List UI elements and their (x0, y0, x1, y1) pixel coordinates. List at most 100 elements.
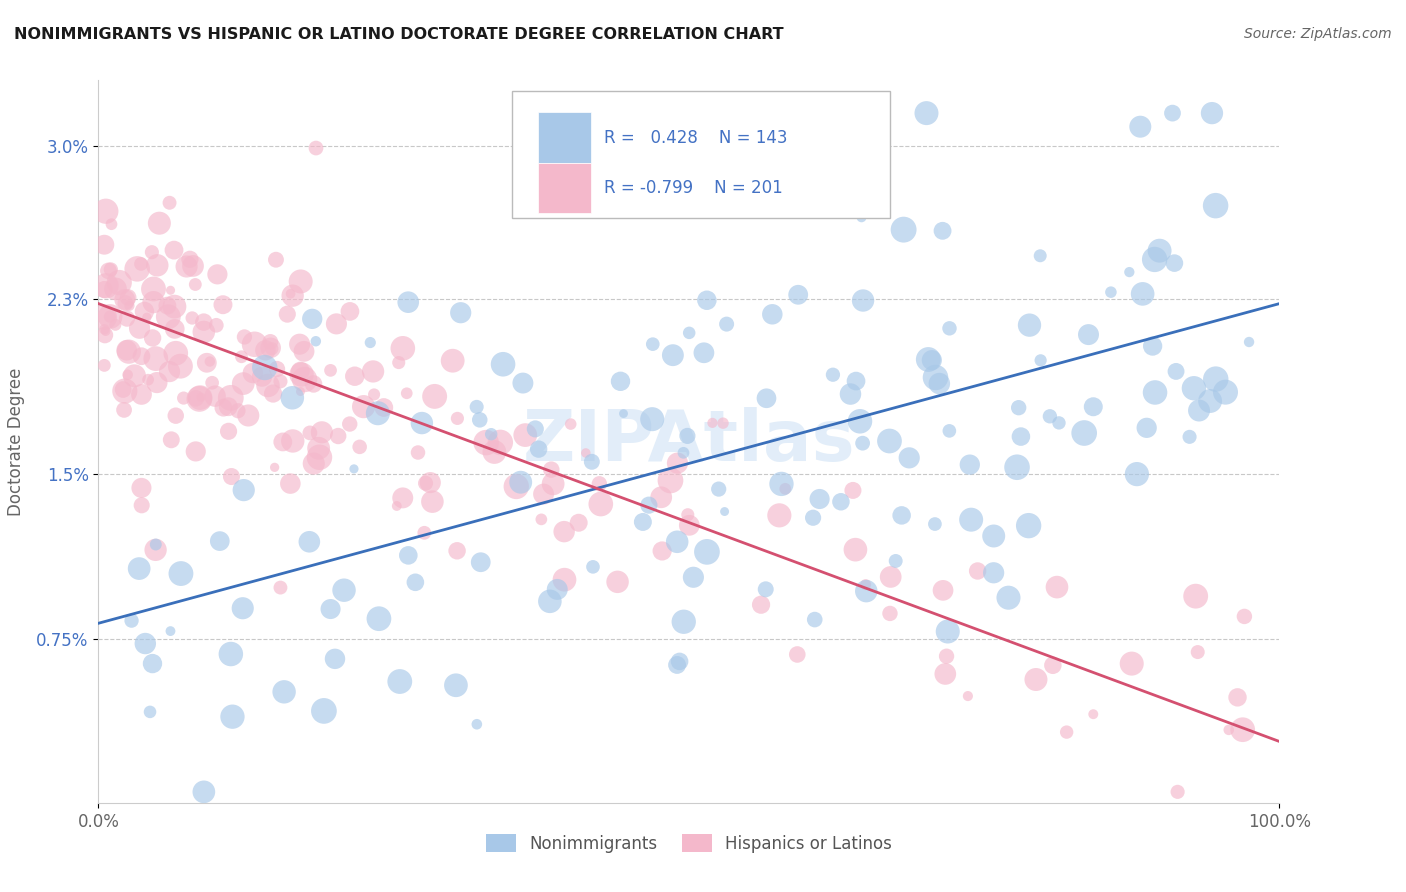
Point (1149, 244, 1171, 258)
Point (262, 386, 284, 401)
Point (184, 392, 207, 406)
Point (441, 353, 464, 368)
Point (368, 612, 391, 626)
Point (198, 354, 221, 368)
Point (115, 311, 138, 326)
Point (353, 400, 375, 414)
Point (281, 288, 304, 302)
Point (1126, 467, 1149, 482)
Point (273, 685, 295, 699)
Point (280, 286, 302, 301)
Point (512, 376, 534, 390)
Point (184, 277, 207, 292)
Point (666, 534, 689, 549)
Point (212, 401, 235, 415)
Point (406, 445, 429, 459)
Point (575, 446, 598, 460)
Point (305, 334, 328, 349)
Point (821, 368, 844, 382)
Point (385, 499, 408, 513)
Point (260, 341, 283, 355)
Point (145, 542, 167, 557)
Point (404, 575, 426, 590)
Point (672, 446, 695, 460)
Point (553, 524, 575, 539)
Point (1042, 658, 1064, 673)
Text: ZIPAtlas: ZIPAtlas (523, 407, 855, 476)
Point (108, 276, 131, 290)
Point (118, 344, 141, 359)
Point (1056, 725, 1078, 739)
Point (388, 674, 411, 689)
Point (159, 283, 181, 297)
Point (157, 310, 180, 324)
Point (339, 304, 361, 318)
Point (1018, 318, 1040, 333)
Point (294, 372, 316, 386)
Point (308, 450, 330, 465)
Point (938, 321, 960, 335)
Point (678, 326, 700, 340)
Point (422, 494, 444, 508)
Point (956, 689, 979, 703)
Point (159, 365, 181, 379)
Point (134, 304, 156, 318)
Point (339, 417, 361, 431)
Point (1118, 265, 1140, 279)
Point (269, 581, 291, 595)
Point (1167, 785, 1189, 799)
Point (419, 475, 441, 490)
Point (1201, 106, 1223, 120)
Point (631, 515, 654, 529)
Point (844, 542, 866, 557)
Point (538, 594, 561, 608)
Bar (537, 112, 591, 163)
Point (849, 414, 872, 428)
Point (124, 368, 146, 383)
Point (515, 428, 537, 442)
Point (641, 337, 664, 351)
Point (269, 375, 291, 389)
Point (1187, 645, 1209, 659)
Point (966, 564, 988, 578)
Point (612, 407, 634, 421)
Point (271, 434, 294, 449)
Point (1188, 403, 1211, 417)
Point (179, 252, 201, 267)
Point (169, 359, 191, 373)
Point (1099, 285, 1122, 300)
Point (343, 369, 366, 384)
Point (465, 400, 488, 414)
Point (254, 343, 277, 358)
Point (373, 401, 395, 415)
Point (118, 299, 141, 313)
Point (131, 498, 153, 512)
Point (218, 425, 240, 439)
Point (159, 195, 181, 210)
Point (1083, 707, 1105, 722)
Point (1039, 409, 1062, 424)
Point (94, 204, 117, 219)
Point (160, 433, 183, 447)
Point (128, 321, 150, 335)
Point (257, 378, 280, 392)
Point (524, 422, 547, 436)
Point (292, 344, 315, 359)
Point (413, 525, 436, 540)
Point (915, 106, 938, 120)
Point (204, 389, 226, 403)
Point (93, 322, 115, 336)
Point (184, 444, 207, 458)
Point (361, 364, 384, 378)
Point (666, 456, 689, 470)
Point (702, 416, 724, 430)
Point (983, 529, 1005, 543)
Point (713, 504, 735, 518)
Point (1029, 353, 1052, 368)
Point (127, 261, 149, 276)
Point (1233, 609, 1256, 624)
Point (546, 582, 568, 597)
Point (553, 573, 575, 587)
Point (226, 403, 249, 417)
Point (117, 290, 139, 304)
